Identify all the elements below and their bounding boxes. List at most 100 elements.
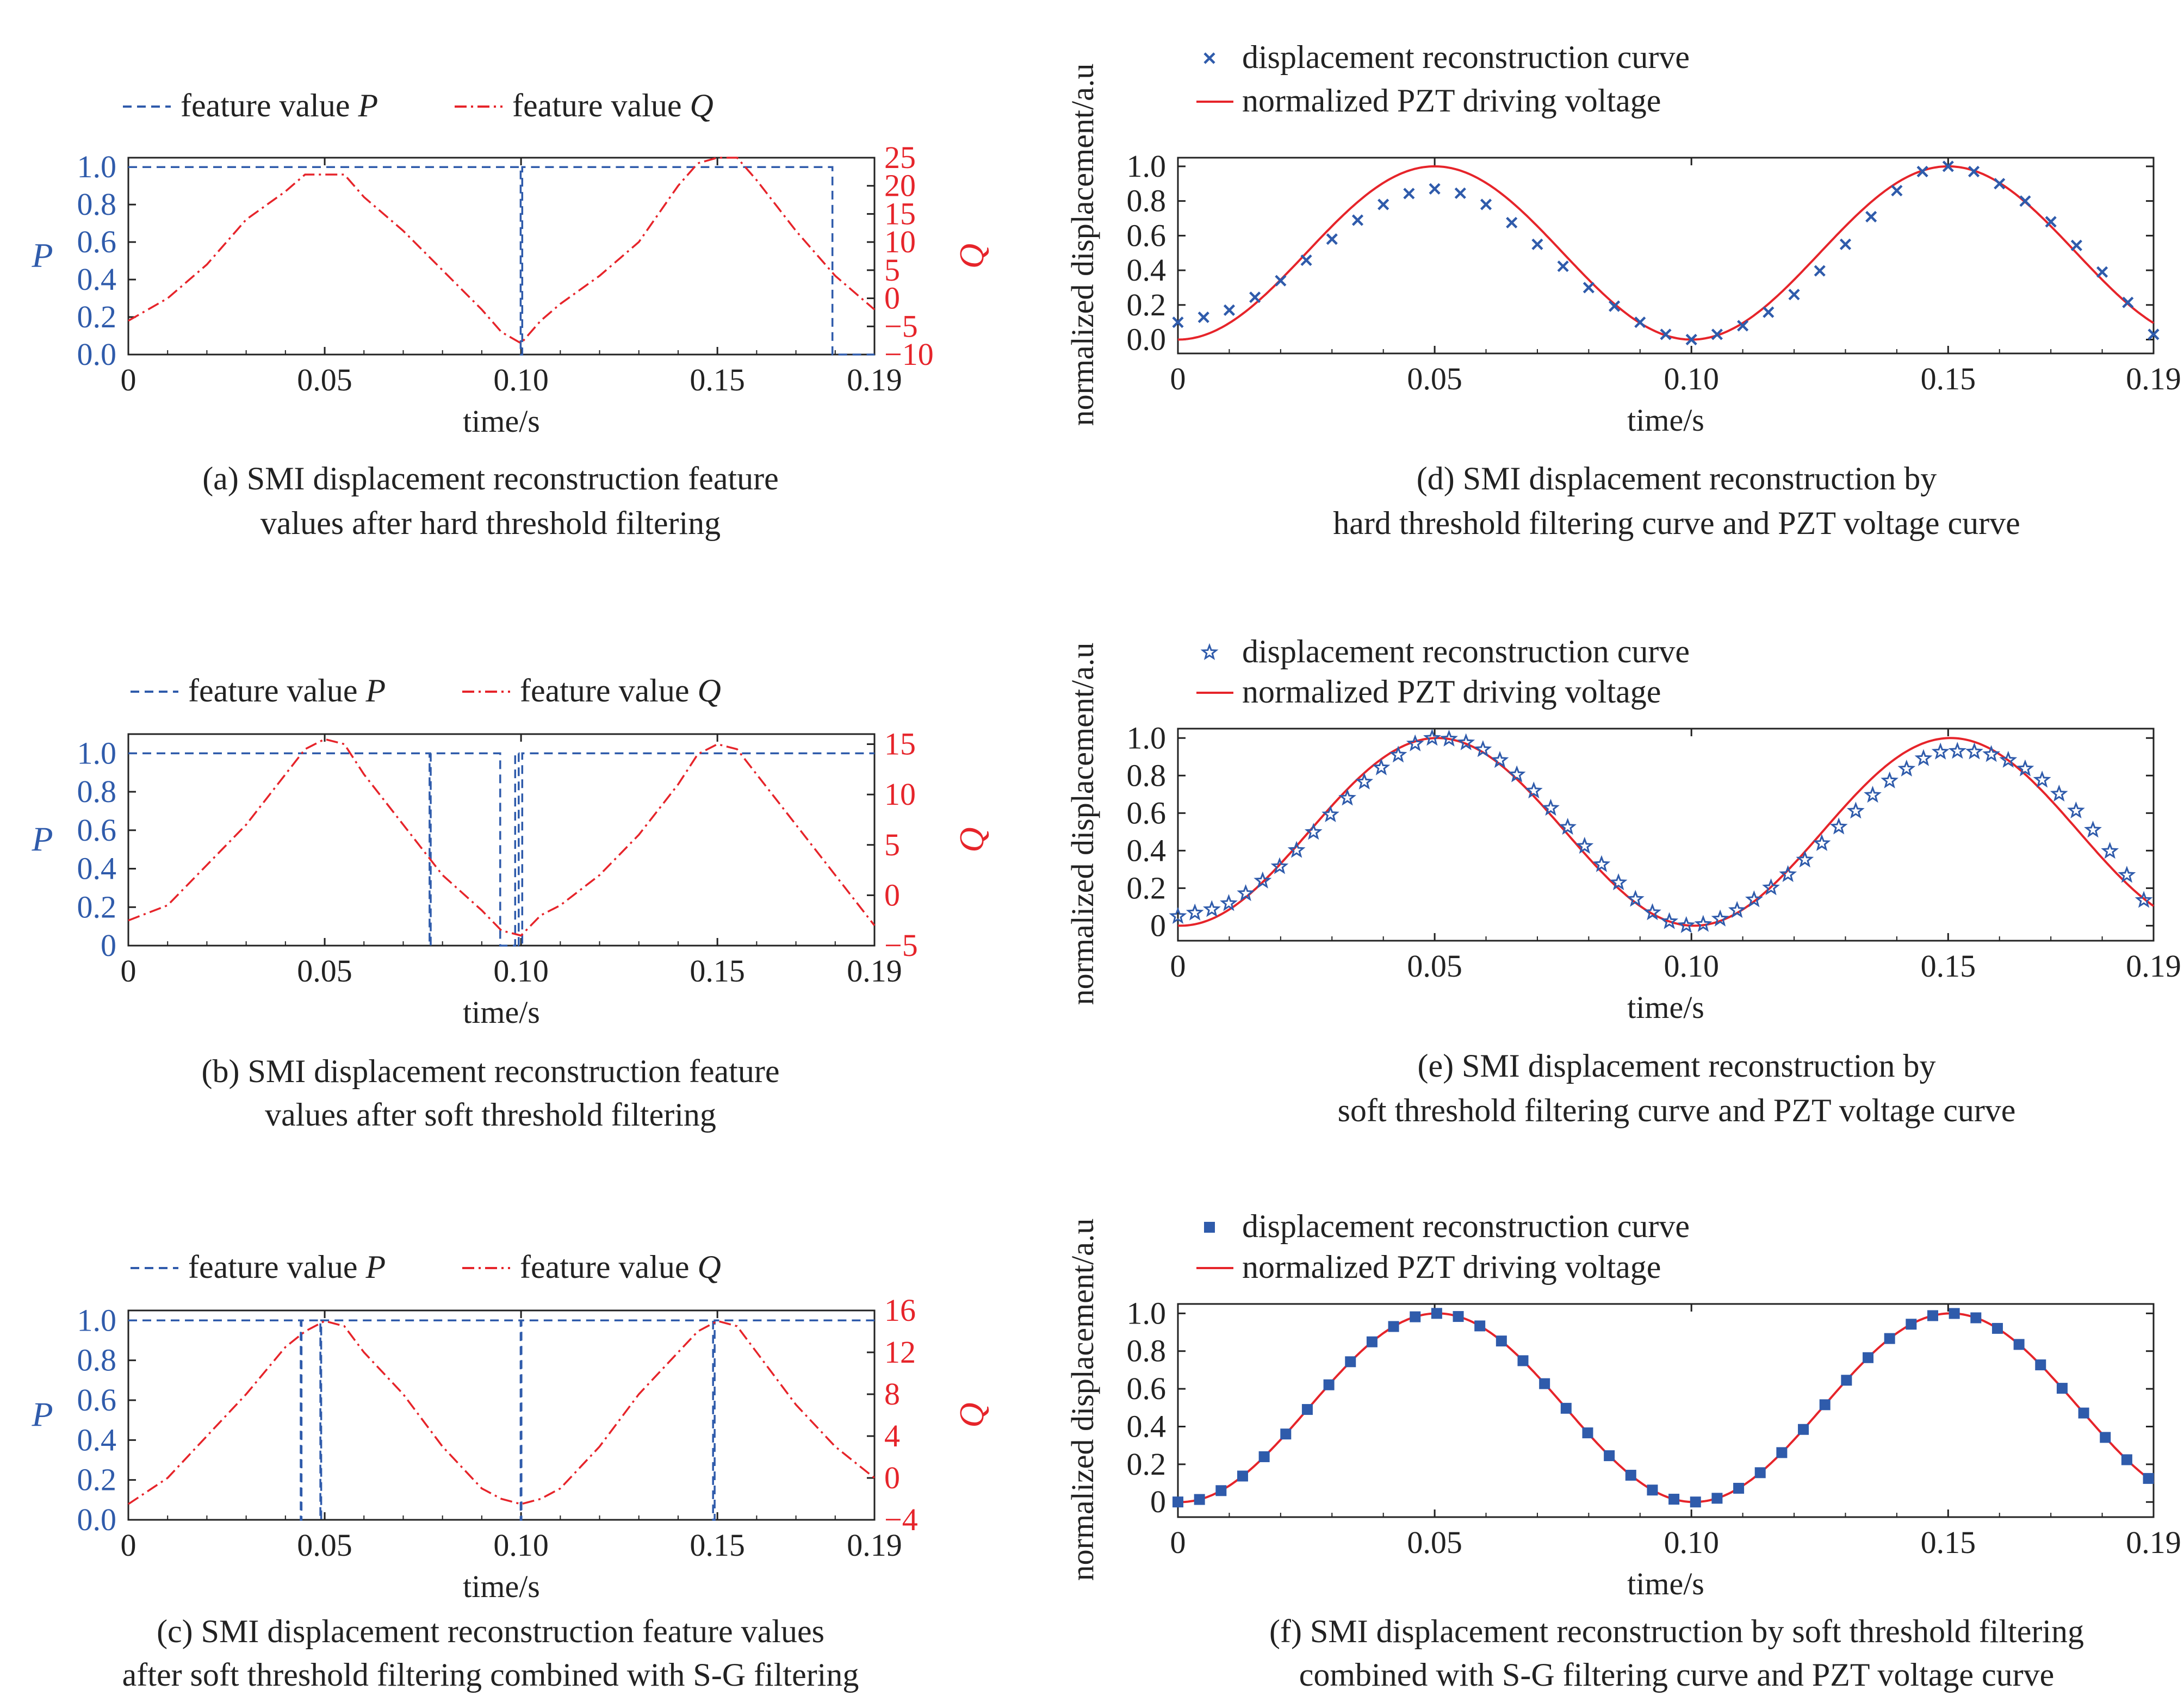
reconstruction-point [2084, 821, 2102, 838]
legend-marker [1200, 643, 1219, 660]
pzt-voltage-line [1177, 165, 2155, 341]
reconstruction-point [1982, 745, 2000, 762]
legend-text: feature value [520, 673, 697, 709]
chart-panel-b: 0 0.05 0.10 0.15 0.19time/s00.20.40.60.81.0P… [31, 673, 991, 1133]
y2-axis-label: Q [952, 244, 991, 269]
reconstruction-point [1668, 1494, 1680, 1505]
reconstruction-point [1507, 765, 1526, 782]
y2-tick-label: 0 [884, 281, 900, 316]
reconstruction-point [1506, 216, 1518, 229]
x-tick-label: 0.15 [690, 953, 745, 989]
legend-marker [1204, 1222, 1215, 1233]
legend-label: displacement reconstruction curve [1242, 39, 1690, 75]
panel-caption: values after hard threshold filtering [260, 505, 721, 541]
y-tick-label: 0.8 [77, 187, 117, 222]
panel-caption: combined with S-G filtering curve and PZ… [1299, 1657, 2055, 1693]
chart-panel-d: 0 0.05 0.10 0.15 0.19 time/s 0.00.20.40.60.81.… [1065, 39, 2181, 541]
y-axis-label: normalized displacement/a.u [1065, 1219, 1100, 1581]
reconstruction-point [1754, 1467, 1766, 1478]
legend-label: feature value Q [512, 88, 713, 123]
x-tick-label: 0.05 [297, 362, 352, 397]
legend-var: P [357, 88, 378, 123]
reconstruction-point [2013, 1339, 2025, 1350]
reconstruction-point [2135, 891, 2153, 908]
reconstruction-point [1258, 1451, 1270, 1462]
reconstruction-point [2078, 1407, 2089, 1419]
reconstruction-point [1431, 1308, 1442, 1319]
panel-caption: (d) SMI displacement reconstruction by [1417, 461, 1937, 496]
x-tick-label: 0.15 [690, 362, 745, 397]
y-axis-label: P [31, 1395, 53, 1434]
reconstruction-point [1949, 1308, 1960, 1319]
y-tick-label: 0.8 [77, 1343, 117, 1378]
chart-panel-c: 0 0.05 0.10 0.15 0.19 time/s 0.0 0.2 0.4 0.6 0.8 1.… [31, 1249, 991, 1693]
legend-marker [1203, 52, 1215, 64]
chart-panel-e: 0 0.05 0.10 0.15 0.19time/s00.20.40.60.81.0n… [1065, 633, 2181, 1128]
reconstruction-point [1287, 841, 1306, 858]
reconstruction-point [1301, 1404, 1313, 1415]
reconstruction-point [1814, 265, 1826, 277]
x-tick-label: 0.05 [297, 953, 352, 989]
x-tick-label: 0.19 [847, 362, 902, 397]
reconstruction-point [1914, 749, 1933, 766]
y-tick-label: 1.0 [77, 1302, 117, 1338]
reconstruction-point [1453, 1311, 1464, 1322]
y-tick-label: 0.6 [77, 224, 117, 259]
reconstruction-point [1660, 912, 1679, 929]
reconstruction-point [1829, 817, 1848, 835]
reconstruction-point [1916, 165, 1928, 178]
x-tick-label: 0.19 [2126, 948, 2181, 984]
y-tick-label: 0.0 [77, 337, 117, 372]
reconstruction-point [1798, 1424, 1809, 1435]
reconstruction-point [1480, 198, 1492, 210]
reconstruction-point [1474, 740, 1492, 757]
reconstruction-point [1999, 750, 2018, 768]
reconstruction-point [1372, 758, 1391, 775]
reconstruction-point [1841, 1375, 1852, 1386]
reconstruction-point [1592, 855, 1611, 872]
y-tick-label: 0.0 [1127, 322, 1167, 357]
reconstruction-point [1172, 1496, 1183, 1508]
plot-frame [127, 733, 876, 947]
reconstruction-point [1198, 311, 1209, 324]
reconstruction-point [2096, 266, 2108, 278]
reconstruction-point [2056, 1383, 2068, 1394]
reconstruction-point [1991, 1322, 2003, 1334]
x-axis-label: time/s [463, 403, 540, 439]
reconstruction-point [1202, 900, 1221, 917]
series-p-line [128, 1319, 874, 1521]
reconstruction-point [1839, 238, 1852, 250]
y-tick-label: 0.4 [1127, 252, 1167, 288]
y-tick-label: 0.2 [77, 299, 117, 334]
reconstruction-point [1403, 188, 1415, 200]
reconstruction-point [1906, 1319, 1917, 1330]
x-tick-label: 0.10 [1664, 1525, 1719, 1560]
reconstruction-point [2019, 195, 2031, 207]
y-tick-label: 0 [1150, 908, 1166, 943]
reconstruction-point [1711, 1493, 1723, 1504]
reconstruction-point [1711, 909, 1729, 927]
reconstruction-point [2070, 239, 2082, 251]
y2-tick-label: −4 [884, 1502, 918, 1537]
legend-text: feature value [188, 1249, 365, 1285]
x-tick-label: 0.19 [847, 1527, 902, 1563]
x-tick-label: 0.10 [493, 953, 549, 989]
panel-caption: hard threshold filtering curve and PZT v… [1333, 505, 2020, 541]
plot-frame [1177, 728, 2155, 942]
y-tick-label: 0.8 [77, 774, 117, 809]
reconstruction-point [1685, 333, 1697, 346]
y-tick-label: 0.0 [77, 1502, 117, 1537]
reconstruction-point [1608, 300, 1621, 312]
reconstruction-point [1491, 750, 1509, 768]
reconstruction-point [1733, 1482, 1745, 1494]
legend-label: feature value P [188, 673, 386, 709]
y2-tick-label: 5 [884, 827, 900, 862]
y-tick-label: 0.2 [77, 889, 117, 924]
plot-frame [1177, 1303, 2155, 1518]
panel-caption: after soft threshold filtering combined … [122, 1657, 859, 1693]
y-tick-label: 0.4 [1127, 1408, 1167, 1444]
reconstruction-point [1345, 1356, 1356, 1368]
panel-caption: (f) SMI displacement reconstruction by s… [1269, 1613, 2084, 1649]
x-tick-label: 0.10 [493, 362, 549, 397]
legend-label: feature value Q [520, 1249, 721, 1285]
